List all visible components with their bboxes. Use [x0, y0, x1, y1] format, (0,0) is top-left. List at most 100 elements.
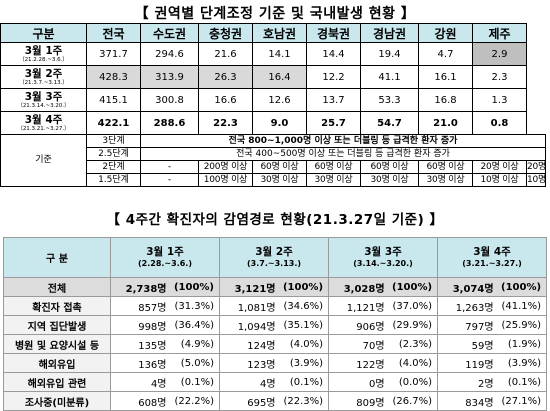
case-count-cell: 1,263명 — [437, 296, 496, 316]
week-label: 3월 1주 — [24, 44, 63, 57]
level-threshold-cell: 60명 이상 — [360, 160, 419, 174]
case-percent-cell: (100%) — [386, 277, 439, 297]
case-count-cell: 2,738명 — [110, 277, 169, 297]
week-dates: （21.3.21.~3.27.） — [17, 125, 70, 132]
region-header: 경남권 — [360, 23, 419, 43]
week-dates: （21.3.14.~3.20.） — [17, 102, 70, 109]
case-count-cell: 4명 — [110, 372, 169, 392]
region-header-row: 구분 전국 수도권 충청권 호남권 경북권 경남권 강원 제주 — [0, 23, 546, 43]
level-threshold-cell: 60명 이상 — [252, 160, 307, 174]
week-label: 3월 4주 — [473, 246, 511, 258]
week-label: 3월 1주 — [146, 246, 184, 258]
weekly-average-cell: 13.7 — [306, 88, 361, 112]
weekly-average-cell: 300.8 — [140, 88, 199, 112]
weekly-average-cell: 19.4 — [360, 42, 419, 66]
case-percent-cell: (22.3%) — [277, 391, 330, 411]
route-category: 전체 — [3, 277, 111, 297]
weekly-average-cell: 422.1 — [86, 111, 141, 135]
level-threshold-cell: 30명 이상 — [418, 173, 473, 187]
weekly-average-cell: 415.1 — [86, 88, 141, 112]
level-threshold-cell: 200명 이상 — [198, 160, 253, 174]
region-header: 호남권 — [252, 23, 307, 43]
criteria-row-level15: 1.5단계 -100명 이상 30명 이상 30명 이상 30명 이상 30명 이상 10명… — [1, 173, 546, 187]
week-dates: （21.2.28.~3.6.） — [19, 56, 68, 63]
level-threshold-cell: - — [140, 160, 199, 174]
case-count-cell: 59명 — [437, 334, 496, 354]
case-count-cell: 124명 — [219, 334, 278, 354]
level-label: 1.5단계 — [86, 173, 141, 187]
weekly-average-cell: 12.6 — [252, 88, 307, 112]
level-threshold-cell: 60명 이상 — [418, 160, 473, 174]
case-percent-cell: (26.7%) — [386, 391, 439, 411]
level-label: 2단계 — [86, 160, 141, 174]
case-percent-cell: (35.1%) — [277, 315, 330, 335]
case-percent-cell: (0.1%) — [495, 372, 548, 392]
level-threshold-cell: 30명 이상 — [306, 173, 361, 187]
case-percent-cell: (0.0%) — [386, 372, 439, 392]
week-label: 3월 4주 — [24, 113, 63, 126]
level-label: 3단계 — [86, 134, 141, 148]
region-header: 경북권 — [306, 23, 361, 43]
case-percent-cell: (100%) — [277, 277, 330, 297]
case-count-cell: 3,028명 — [328, 277, 387, 297]
week-row: 3월 3주 （21.3.14.~3.20.） 415.1 300.8 16.6 12.6 1… — [0, 88, 546, 112]
case-percent-cell: (5.0%) — [168, 353, 221, 373]
level-threshold-cell: - — [140, 173, 199, 187]
route-row: 해외유입 136명 (5.0%) 123명 (3.9%) 122명 (4.0%) 119명 (3… — [3, 353, 548, 373]
weekly-average-cell: 428.3 — [86, 65, 141, 89]
region-header: 전국 — [86, 23, 141, 43]
weekly-average-cell: 16.4 — [252, 65, 307, 89]
weekly-average-cell: 16.8 — [418, 88, 473, 112]
case-count-cell: 122명 — [328, 353, 387, 373]
week-label-cell: 3월 4주 （21.3.21.~3.27.） — [0, 111, 87, 135]
week-dates: (3.7.~3.13.) — [247, 259, 302, 268]
level-threshold-cell: 30명 이상 — [252, 173, 307, 187]
route-category: 지역 집단발생 — [3, 315, 111, 335]
region-header: 강원 — [418, 23, 473, 43]
level-threshold-cell: 30명 이상 — [360, 173, 419, 187]
weekly-average-cell: 288.6 — [140, 111, 199, 135]
route-row: 병원 및 요양시설 등 135명 (4.9%) 124명 (4.0%) 70명 (2.3%)… — [3, 334, 548, 354]
route-category: 조사중(미분류) — [3, 391, 111, 411]
week-label-cell: 3월 2주 （21.3.7.~3.13.） — [0, 65, 87, 89]
week-label-cell: 3월 3주 （21.3.14.~3.20.） — [0, 88, 87, 112]
weekly-average-cell: 53.3 — [360, 88, 419, 112]
week-dates: (3.14.~3.20.) — [353, 259, 413, 268]
case-percent-cell: (100%) — [168, 277, 221, 297]
infection-route-table: 구 분 3월 1주 (2.28.~3.6.) 3월 2주 (3.7.~3.13.… — [3, 237, 548, 411]
case-count-cell: 119명 — [437, 353, 496, 373]
case-count-cell: 608명 — [110, 391, 169, 411]
weekly-average-cell: 4.7 — [418, 42, 473, 66]
week-row: 3월 1주 （21.2.28.~3.6.） 371.7 294.6 21.6 14.1 14… — [0, 42, 546, 66]
week-dates: (2.28.~3.6.) — [138, 259, 193, 268]
week-row: 3월 4주 （21.3.21.~3.27.） 422.1 288.6 22.3 9.0 25… — [0, 111, 546, 135]
level-criteria-text: 전국 800~1,000명 이상 또는 더블링 등 급격한 환자 증가 — [140, 134, 546, 148]
case-percent-cell: (37.0%) — [386, 296, 439, 316]
weekly-average-cell: 294.6 — [140, 42, 199, 66]
week-label-cell: 3월 1주 （21.2.28.~3.6.） — [0, 42, 87, 66]
route-row: 확진자 접촉 857명 (31.3%) 1,081명 (34.6%) 1,121명 (37.… — [3, 296, 548, 316]
level-threshold-cell: 100명 이상 — [198, 173, 253, 187]
case-percent-cell: (100%) — [495, 277, 548, 297]
case-count-cell: 3,074명 — [437, 277, 496, 297]
weekly-average-cell: 12.2 — [306, 65, 361, 89]
criteria-row-level2: 2단계 -200명 이상 60명 이상 60명 이상 60명 이상 60명 이상 20명 이… — [1, 160, 546, 174]
criteria-row-level3: 기준 3단계 전국 800~1,000명 이상 또는 더블링 등 급격한 환자 증가 — [0, 134, 546, 187]
week-row: 3월 2주 （21.3.7.~3.13.） 428.3 313.9 26.3 16.4 12… — [0, 65, 546, 89]
week-label: 3월 3주 — [24, 90, 63, 103]
case-count-cell: 1,121명 — [328, 296, 387, 316]
level-criteria-text: 전국 400~500명 이상 또는 더블링 등 급격한 환자 증가 — [140, 147, 546, 161]
case-count-cell: 70명 — [328, 334, 387, 354]
region-header: 수도권 — [140, 23, 199, 43]
region-table-title: 【 권역별 단계조정 기준 및 국내발생 현황 】 — [134, 6, 416, 22]
case-percent-cell: (0.1%) — [168, 372, 221, 392]
case-percent-cell: (34.6%) — [277, 296, 330, 316]
case-percent-cell: (3.9%) — [277, 353, 330, 373]
corner-cell: 구분 — [0, 23, 87, 43]
weekly-average-cell: 2.3 — [472, 65, 527, 89]
weekly-average-cell: 16.1 — [418, 65, 473, 89]
case-percent-cell: (3.9%) — [495, 353, 548, 373]
level-threshold-cell: 60명 이상 — [306, 160, 361, 174]
case-count-cell: 1,094명 — [219, 315, 278, 335]
weekly-average-cell: 0.8 — [472, 111, 527, 135]
